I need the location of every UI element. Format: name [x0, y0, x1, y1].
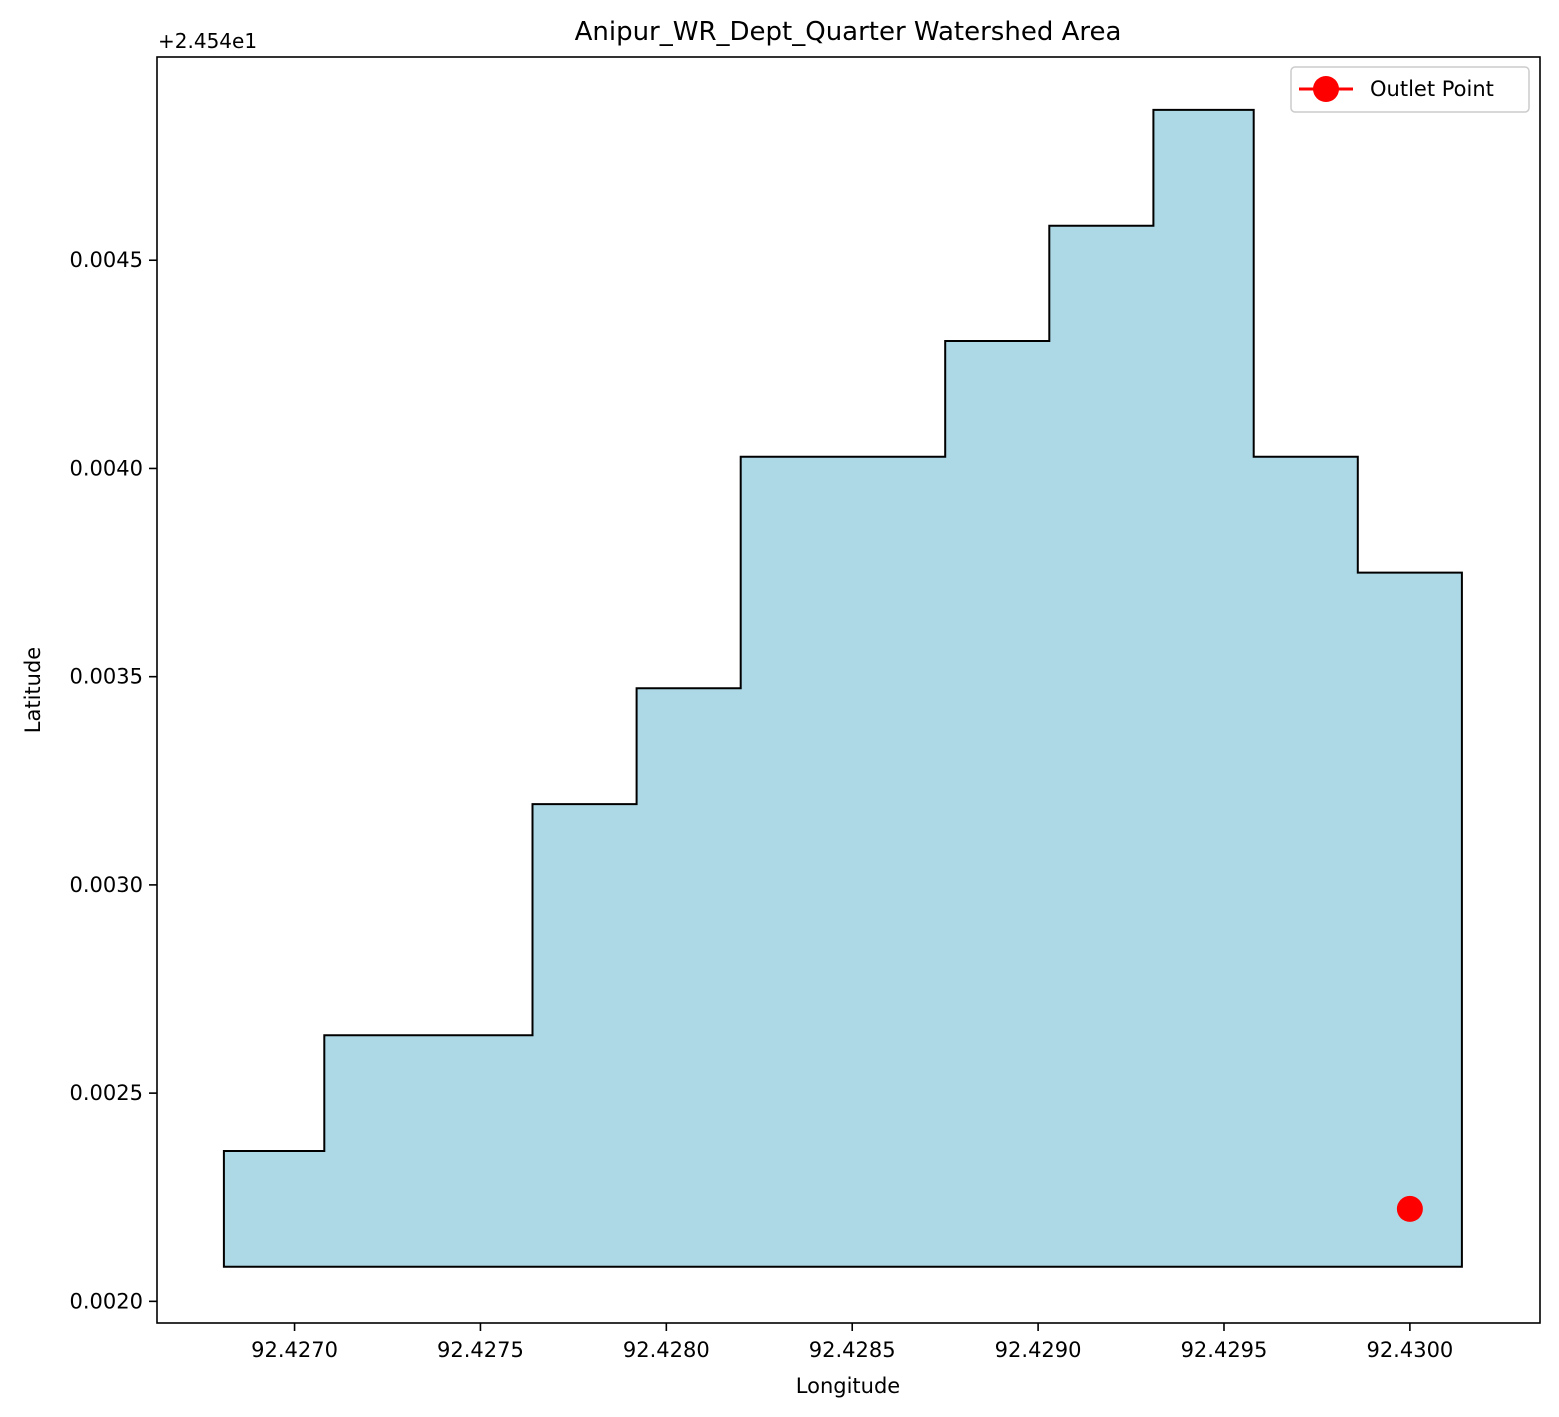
y-tick-label: 0.0035 [70, 665, 143, 689]
x-tick-label: 92.4280 [623, 1338, 710, 1362]
chart-title: Anipur_WR_Dept_Quarter Watershed Area [575, 17, 1122, 47]
axes-frame [156, 56, 1541, 1324]
legend-label: Outlet Point [1370, 77, 1494, 101]
legend: Outlet Point [1290, 66, 1530, 113]
y-axis: 0.0020 0.0025 0.0030 0.0035 0.0040 0.0045 [70, 248, 157, 1313]
y-tick-label: 0.0025 [70, 1081, 143, 1105]
x-tick-label: 92.4300 [1366, 1338, 1453, 1362]
x-tick-label: 92.4290 [995, 1338, 1082, 1362]
y-tick-label: 0.0030 [70, 873, 143, 897]
legend-box [1290, 66, 1530, 113]
watershed-polygon [222, 108, 1463, 1268]
y-tick-label: 0.0040 [70, 456, 143, 480]
x-axis-label: Longitude [796, 1374, 900, 1398]
x-tick-label: 92.4270 [251, 1338, 338, 1362]
x-tick-label: 92.4275 [437, 1338, 524, 1362]
x-axis: 92.4270 92.4275 92.4280 92.4285 92.4290 92.42… [251, 1323, 1453, 1362]
y-tick-label: 0.0020 [70, 1289, 143, 1313]
outlet-point-marker [1396, 1195, 1423, 1222]
y-axis-label: Latitude [21, 647, 45, 733]
plot-area [156, 56, 1541, 1324]
x-tick-label: 92.4295 [1181, 1338, 1268, 1362]
legend-marker [1313, 76, 1339, 102]
x-tick-label: 92.4285 [809, 1338, 896, 1362]
y-tick-label: 0.0045 [70, 248, 143, 272]
y-axis-offset-label: +2.454e1 [158, 29, 257, 53]
